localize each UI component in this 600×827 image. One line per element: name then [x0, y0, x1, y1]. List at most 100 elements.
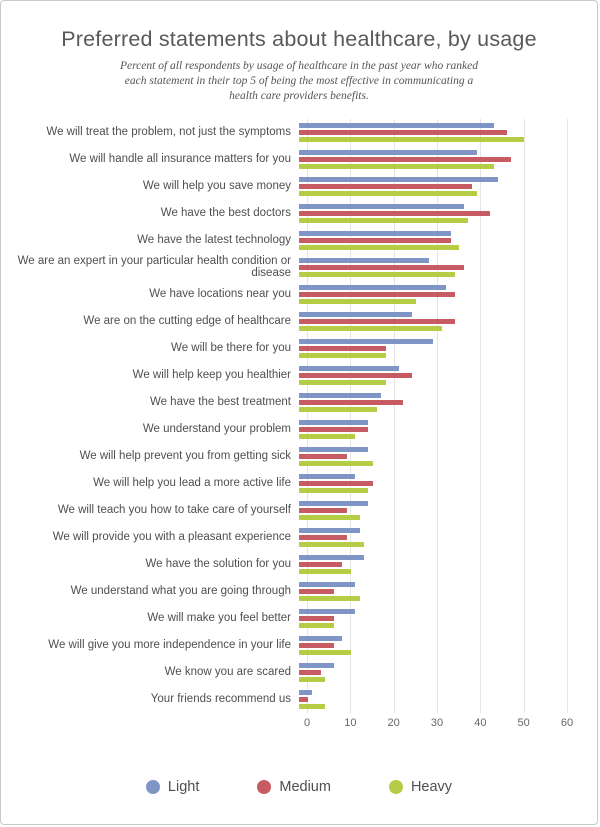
bar-heavy — [299, 217, 468, 223]
bar-light — [299, 500, 369, 506]
chart-row: We will handle all insurance matters for… — [1, 146, 597, 173]
chart-subtitle: Percent of all respondents by usage of h… — [119, 60, 479, 102]
bar-light — [299, 446, 369, 452]
gridline — [523, 118, 525, 713]
bar-group — [299, 581, 559, 601]
category-label: We will teach you how to take care of yo… — [57, 503, 291, 516]
bar-heavy — [299, 271, 455, 277]
chart-row: We will treat the problem, not just the … — [1, 119, 597, 146]
category-label: We will give you more independence in yo… — [48, 638, 291, 651]
x-tick-label: 0 — [303, 716, 311, 729]
bar-heavy — [299, 325, 442, 331]
bar-medium — [299, 669, 321, 675]
bar-medium — [299, 237, 451, 243]
bar-heavy — [299, 649, 351, 655]
chart-row: We are on the cutting edge of healthcare — [1, 308, 597, 335]
bar-medium — [299, 399, 403, 405]
category-label: We will help you lead a more active life — [93, 476, 291, 489]
category-label: We will make you feel better — [147, 611, 291, 624]
bar-heavy — [299, 595, 360, 601]
bar-group — [299, 257, 559, 277]
chart-row: We will provide you with a pleasant expe… — [1, 524, 597, 551]
chart-row: We will help prevent you from getting si… — [1, 443, 597, 470]
bar-light — [299, 284, 447, 290]
bar-heavy — [299, 352, 386, 358]
chart-row: We will help you save money — [1, 173, 597, 200]
bar-group — [299, 554, 559, 574]
bar-heavy — [299, 136, 525, 142]
chart-row: We have the latest technology — [1, 227, 597, 254]
gridline — [437, 118, 438, 713]
bar-light — [299, 149, 477, 155]
bar-group — [299, 500, 559, 520]
bar-light — [299, 581, 356, 587]
category-label: We are on the cutting edge of healthcare — [83, 314, 291, 327]
x-tick-label: 50 — [517, 716, 530, 729]
bar-heavy — [299, 433, 356, 439]
bar-heavy — [299, 406, 377, 412]
category-label: We will help keep you healthier — [132, 368, 291, 381]
bar-heavy — [299, 163, 494, 169]
bar-group — [299, 122, 559, 142]
bar-group — [299, 446, 559, 466]
bar-medium — [299, 696, 308, 702]
bar-medium — [299, 372, 412, 378]
bar-group — [299, 311, 559, 331]
bar-medium — [299, 129, 507, 135]
bar-light — [299, 554, 364, 560]
category-label: We have the solution for you — [145, 557, 291, 570]
bar-group — [299, 473, 559, 493]
bar-medium — [299, 345, 386, 351]
bar-heavy — [299, 622, 334, 628]
bar-medium — [299, 642, 334, 648]
bar-light — [299, 608, 356, 614]
chart-row: We have locations near you — [1, 281, 597, 308]
bar-light — [299, 122, 494, 128]
chart-body: We will treat the problem, not just the … — [1, 118, 597, 713]
chart-row: We know you are scared — [1, 659, 597, 686]
bar-heavy — [299, 460, 373, 466]
grid-lines — [307, 118, 568, 713]
bar-medium — [299, 588, 334, 594]
bar-heavy — [299, 379, 386, 385]
chart-rows: We will treat the problem, not just the … — [1, 119, 597, 713]
category-label: We know you are scared — [164, 665, 291, 678]
bar-heavy — [299, 514, 360, 520]
legend-swatch-light-icon — [145, 779, 160, 794]
bar-medium — [299, 210, 490, 216]
bar-group — [299, 527, 559, 547]
bar-medium — [299, 561, 343, 567]
bar-medium — [299, 264, 464, 270]
x-tick-label: 30 — [430, 716, 444, 729]
category-label: We will provide you with a pleasant expe… — [52, 530, 291, 543]
bar-light — [299, 419, 369, 425]
category-label: Your friends recommend us — [150, 692, 291, 705]
bar-medium — [299, 480, 373, 486]
bar-group — [299, 392, 559, 412]
bar-light — [299, 230, 451, 236]
bar-chart: We will treat the problem, not just the … — [1, 118, 597, 735]
category-label: We have locations near you — [149, 287, 291, 300]
chart-row: We understand your problem — [1, 416, 597, 443]
bar-light — [299, 338, 434, 344]
chart-row: We are an expert in your particular heal… — [1, 254, 597, 281]
chart-row: We will give you more independence in yo… — [1, 632, 597, 659]
legend-label: Heavy — [410, 778, 453, 795]
gridline — [350, 118, 352, 713]
legend-item-heavy: Heavy — [388, 778, 453, 795]
category-label: We will be there for you — [171, 341, 291, 354]
bar-medium — [299, 453, 347, 459]
bar-group — [299, 284, 559, 304]
bar-light — [299, 311, 412, 317]
bar-group — [299, 419, 559, 439]
bar-heavy — [299, 487, 369, 493]
chart-row: We will help you lead a more active life — [1, 470, 597, 497]
bar-medium — [299, 507, 347, 513]
bar-medium — [299, 615, 334, 621]
bar-heavy — [299, 190, 477, 196]
bar-light — [299, 257, 429, 263]
bar-group — [299, 338, 559, 358]
legend-item-light: Light — [145, 779, 199, 795]
category-label: We have the best doctors — [160, 206, 291, 219]
